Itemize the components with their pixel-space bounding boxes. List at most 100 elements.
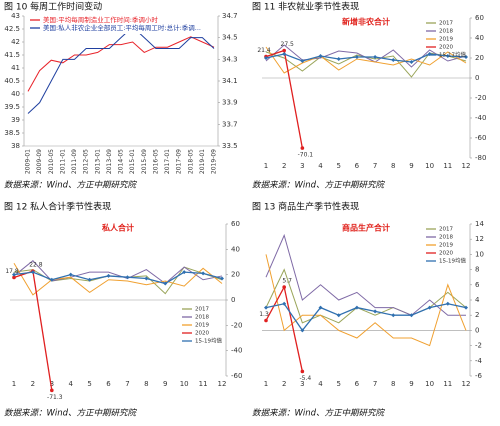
x-tick-label: 2019-09 [211,149,218,174]
y2-tick-label: 33.9 [222,99,238,107]
x-tick-label: 5 [336,380,340,388]
point [87,277,92,282]
x-tick-label: 2017-01 [164,149,171,174]
y-tick-label: 40 [475,34,484,42]
x-tick-label: 10 [180,380,189,388]
x-tick-label: 10 [425,162,434,170]
legend-label: 美国:私人非农企业全部员工:平均每周工时:总计:季调... [43,23,201,32]
y-tick-label: 14 [475,220,484,228]
x-tick-label: 6 [355,162,360,170]
data-label: 27.5 [281,41,295,48]
y-tick-label: 38 [11,142,20,150]
y-tick-label: 42.5 [4,25,20,33]
data-label: 22.8 [29,262,43,269]
point [427,305,432,310]
point [409,313,414,318]
y-tick-label: 40 [231,245,240,253]
x-tick-label: 4 [318,380,323,388]
point [12,275,16,280]
legend-label: 2017 [439,227,453,233]
point [445,54,450,58]
y-tick-label: 40 [11,90,20,98]
data-label: 5.7 [282,278,292,285]
legend-label: 15-19均值 [439,257,466,265]
x-tick-label: 12 [462,162,471,170]
legend-label: 2020 [439,251,453,257]
point [445,301,450,306]
x-tick-label: 2018-05 [187,149,194,174]
x-tick-label: 8 [144,380,148,388]
point [12,272,16,277]
y-tick-label: 8 [475,266,479,274]
series-line [265,303,467,332]
x-tick-label: 11 [443,162,452,170]
source: 数据来源：Wind、方正中期研究院 [252,180,386,191]
point [336,57,341,61]
y-tick-label: 60 [231,220,240,228]
y-tick-label: 39.5 [4,103,20,111]
legend-label: 2019 [439,243,453,249]
y-tick-label: 20 [231,271,240,279]
y-tick-label: -80 [475,154,486,162]
x-tick-label: 3 [300,380,304,388]
point [464,305,468,310]
x-tick-label: 3 [50,380,54,388]
source: 数据来源：Wind、方正中期研究院 [252,408,386,419]
point [391,313,396,318]
data-label: -5.4 [300,375,312,382]
y2-tick-label: 34.7 [222,12,238,20]
data-label: -71.3 [47,394,63,401]
point [201,271,206,276]
x-tick-label: 5 [87,380,91,388]
chart-title: 新增非农合计 [342,17,390,27]
x-tick-label: 7 [125,380,129,388]
y-tick-label: -20 [475,94,486,102]
point [336,313,341,318]
legend-label: 2018 [439,235,453,241]
x-tick-label: 4 [318,162,323,170]
source: 数据来源：Wind、方正中期研究院 [4,408,138,419]
point [282,285,286,289]
point [264,318,268,323]
series-line [265,268,467,324]
legend-label: 2019 [195,323,209,329]
series-line [265,53,467,63]
x-tick-label: 7 [373,162,377,170]
y-tick-label: -60 [231,372,242,380]
x-tick-label: 2014-05 [118,149,125,174]
y-tick-label: 0 [475,326,479,334]
x-tick-label: 5 [336,162,340,170]
y-tick-label: -20 [231,321,242,329]
x-tick-label: 2009-09 [36,149,43,174]
x-tick-label: 9 [409,380,413,388]
point [391,58,396,62]
legend-label: 2017 [439,21,453,27]
series-line [265,51,467,78]
legend-label: 15-19均值 [195,337,222,345]
legend-label: 美国:平均每周制造业工作时间:季调小时 [43,15,158,24]
point [300,369,305,374]
legend-box [28,16,178,34]
data-label: 1.3 [259,311,269,318]
y-tick-label: 0 [475,74,479,82]
legend-label: 2019 [439,37,453,43]
x-tick-label: 6 [355,380,360,388]
x-tick-label: 8 [391,380,395,388]
y-tick-label: -4 [475,357,483,365]
point [354,305,359,310]
y-tick-label: 6 [475,281,480,289]
y-tick-label: 0 [231,296,235,304]
series-line [265,254,467,347]
x-tick-label: 2017-09 [176,149,183,174]
point [264,305,268,310]
x-tick-label: 2 [282,162,286,170]
point [282,52,287,56]
x-tick-label: 12 [462,380,471,388]
caption: 图 10 每周工作时间变动 [4,1,102,13]
x-tick-label: 12 [218,380,227,388]
y-tick-label: 41.5 [4,51,20,59]
data-label: 17.8 [5,268,19,275]
legend-label: 2020 [439,45,453,51]
y2-tick-label: 33.7 [222,120,238,128]
